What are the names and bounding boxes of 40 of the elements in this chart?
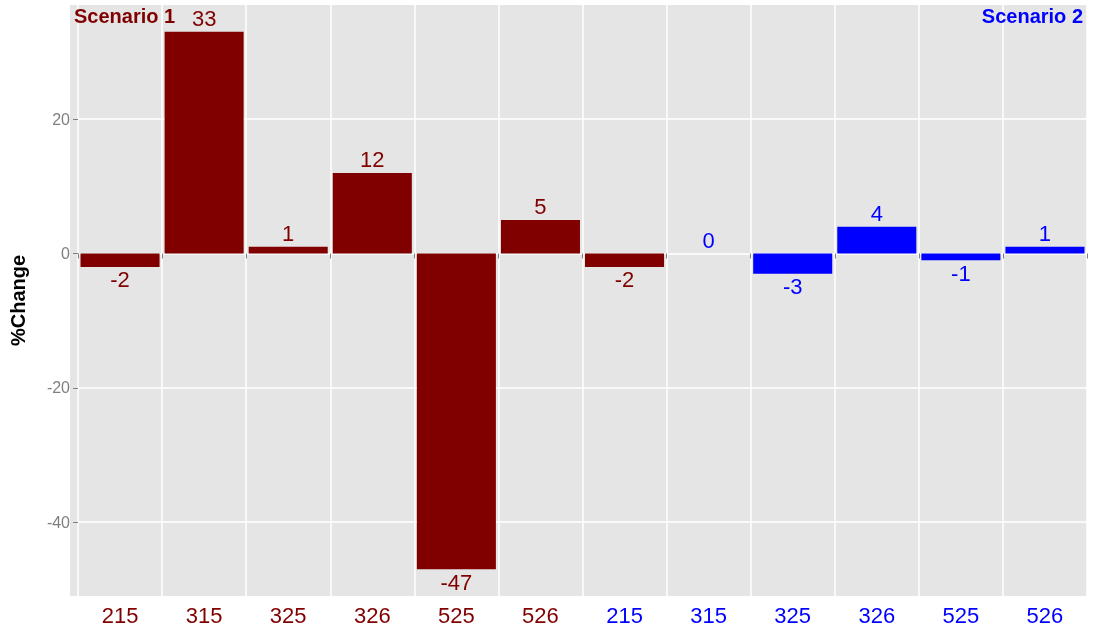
bar: [837, 226, 917, 254]
x-tick-label: 325: [774, 602, 812, 628]
data-label: -2: [110, 267, 130, 293]
bar: [753, 253, 833, 274]
x-tick-label: 525: [438, 602, 475, 628]
x-tick-label: 526: [1026, 602, 1064, 628]
y-tick-label: -40: [46, 513, 71, 531]
x-tick-label: 525: [942, 602, 980, 628]
series-label: Scenario 1: [74, 5, 176, 27]
bar: [332, 172, 412, 254]
bar: [921, 253, 1001, 261]
bar: [500, 219, 580, 254]
y-tick-label: 0: [61, 244, 71, 262]
bar: [585, 253, 665, 267]
data-label: 0: [702, 227, 715, 253]
data-label: -47: [440, 569, 473, 595]
y-tick-label: 20: [52, 110, 71, 128]
x-tick-label: 326: [353, 602, 391, 628]
x-tick-label: 326: [858, 602, 896, 628]
x-tick-label: 215: [606, 602, 643, 628]
data-label: 1: [1038, 221, 1052, 247]
bar: [416, 253, 496, 570]
data-label: -1: [951, 260, 971, 286]
data-label: 1: [282, 221, 295, 247]
y-axis-title: %Change: [7, 254, 29, 347]
x-tick-label: 315: [185, 602, 223, 628]
x-tick-label: 325: [269, 602, 307, 628]
x-tick-label: 215: [101, 602, 139, 628]
data-label: 4: [870, 201, 883, 227]
data-label: 5: [534, 194, 547, 220]
y-tick-label: -20: [46, 379, 71, 397]
data-label: 33: [191, 6, 217, 32]
x-tick-label: 526: [522, 602, 559, 628]
text: Scenario 2: [981, 5, 1084, 27]
data-label: -3: [782, 274, 803, 300]
data-label: -2: [614, 267, 635, 293]
bar: [164, 31, 244, 254]
x-tick-label: 315: [690, 602, 727, 628]
bar: [80, 253, 160, 267]
data-label: 12: [360, 147, 385, 173]
